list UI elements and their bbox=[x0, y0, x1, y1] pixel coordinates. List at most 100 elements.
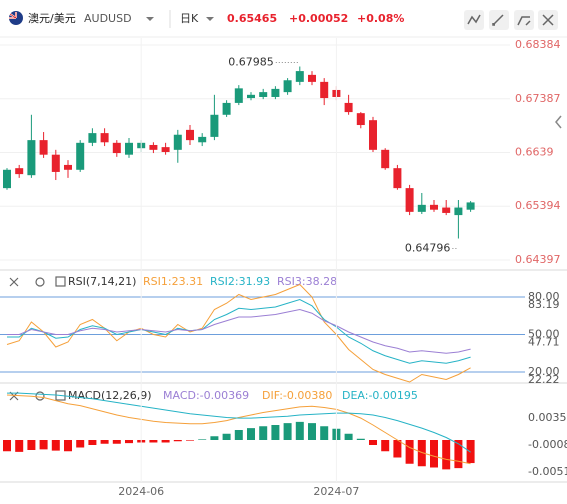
macd-bar bbox=[259, 426, 268, 440]
macd-bar bbox=[369, 440, 377, 445]
candle-body bbox=[356, 113, 365, 126]
candle-body bbox=[161, 147, 170, 152]
x-tick-label: 2024-06 bbox=[118, 485, 164, 498]
candle-body bbox=[271, 88, 280, 97]
candle-body bbox=[112, 142, 121, 154]
candle-body bbox=[295, 71, 304, 82]
macd-bar bbox=[198, 439, 207, 440]
high-annotation: 0.67985 bbox=[228, 56, 274, 69]
tool-button[interactable] bbox=[514, 10, 534, 30]
macd-bar bbox=[100, 440, 109, 444]
legend-label: MACD:-0.00369 bbox=[163, 389, 249, 402]
candle-body bbox=[222, 102, 231, 115]
legend-label: DIF:-0.00380 bbox=[262, 389, 332, 402]
tool-icons bbox=[467, 14, 554, 26]
candle-body bbox=[51, 154, 60, 172]
pair-name: 澳元/美元 bbox=[28, 12, 76, 25]
candle-body bbox=[308, 74, 316, 82]
indicator-line bbox=[6, 283, 471, 383]
candle-body bbox=[76, 142, 85, 170]
y-tick-label: 0.68384 bbox=[515, 38, 561, 51]
y-tick-label: 0.67387 bbox=[515, 92, 561, 105]
indicator-title: MACD(12,26,9) bbox=[68, 389, 152, 402]
macd-bar bbox=[161, 440, 170, 443]
macd-bar bbox=[320, 426, 329, 440]
macd-bar bbox=[149, 440, 158, 443]
macd-bar bbox=[283, 423, 292, 440]
macd-bar bbox=[88, 440, 97, 445]
candle-body bbox=[344, 102, 353, 113]
side-label: 47.71 bbox=[528, 336, 560, 349]
y-tick-label: -0.00080 bbox=[528, 438, 567, 451]
macd-bar bbox=[125, 440, 133, 444]
macd-bar bbox=[442, 440, 451, 470]
candle-body bbox=[417, 204, 426, 212]
indicator-line bbox=[7, 392, 471, 453]
settings-icon[interactable] bbox=[35, 277, 45, 287]
candle-body bbox=[125, 142, 133, 155]
macd-bar bbox=[112, 440, 121, 444]
candle-body bbox=[186, 129, 194, 141]
candle-body bbox=[247, 94, 255, 99]
y-tick-label: 0.65394 bbox=[515, 199, 561, 212]
y-tick-label: 50.00 bbox=[528, 328, 560, 341]
macd-bar bbox=[51, 440, 60, 451]
y-tick-label: 80.00 bbox=[528, 290, 560, 303]
period[interactable]: 日K bbox=[180, 12, 199, 25]
change: +0.00052 bbox=[289, 12, 348, 25]
candle-body bbox=[283, 80, 292, 93]
checkbox[interactable] bbox=[55, 276, 66, 287]
macd-bar bbox=[15, 440, 24, 452]
candle-body bbox=[27, 140, 36, 176]
macd-bar bbox=[222, 433, 231, 440]
legend-label: RSI2:31.93 bbox=[210, 275, 270, 288]
price: 0.65465 bbox=[227, 12, 277, 25]
dropdown-arrow[interactable] bbox=[146, 17, 154, 21]
indicator-title: RSI(7,14,21) bbox=[68, 275, 136, 288]
candle-body bbox=[466, 202, 475, 210]
candle-body bbox=[15, 168, 24, 175]
legend-label: RSI3:38.28 bbox=[277, 275, 337, 288]
symbol[interactable]: AUDUSD bbox=[84, 12, 132, 25]
legend-label: DEA:-0.00195 bbox=[342, 389, 418, 402]
collapse-button[interactable] bbox=[555, 115, 562, 129]
candle-body bbox=[369, 120, 377, 150]
indicator-line bbox=[6, 394, 471, 465]
candle-body bbox=[259, 92, 268, 97]
candle-body bbox=[3, 169, 11, 189]
dropdown-arrow[interactable] bbox=[206, 17, 214, 21]
macd-bar bbox=[64, 440, 72, 452]
candle-body bbox=[88, 133, 97, 143]
candle-body bbox=[173, 134, 182, 150]
candle-body bbox=[39, 140, 48, 155]
y-tick-label: 20.00 bbox=[528, 365, 560, 378]
macd-bar bbox=[295, 421, 304, 440]
y-tick-label: -0.00510 bbox=[528, 465, 567, 478]
candle-body bbox=[210, 114, 219, 137]
x-tick-label: 2024-07 bbox=[313, 485, 359, 498]
macd-bar bbox=[466, 440, 475, 464]
macd-bar bbox=[39, 440, 48, 450]
flag bbox=[9, 11, 23, 25]
macd-bar bbox=[454, 440, 463, 469]
macd-bar bbox=[381, 440, 390, 452]
indicator-line bbox=[7, 308, 471, 354]
macd-bar bbox=[417, 440, 426, 467]
change-pct: +0.08% bbox=[357, 12, 404, 25]
candle-body bbox=[381, 149, 390, 169]
y-tick-label: 0.6639 bbox=[515, 146, 554, 159]
settings-icon[interactable] bbox=[35, 391, 45, 401]
candle-body bbox=[100, 133, 109, 143]
side-label: 22.22 bbox=[528, 373, 560, 386]
candle-body bbox=[454, 207, 463, 216]
close-icon[interactable] bbox=[9, 277, 19, 287]
macd-bar bbox=[356, 438, 365, 440]
macd-bar bbox=[173, 440, 182, 442]
candle-body bbox=[442, 207, 451, 213]
candle-body bbox=[393, 168, 402, 189]
candle-body bbox=[405, 188, 414, 212]
pane-controls bbox=[9, 276, 66, 401]
candle-body bbox=[430, 204, 438, 210]
